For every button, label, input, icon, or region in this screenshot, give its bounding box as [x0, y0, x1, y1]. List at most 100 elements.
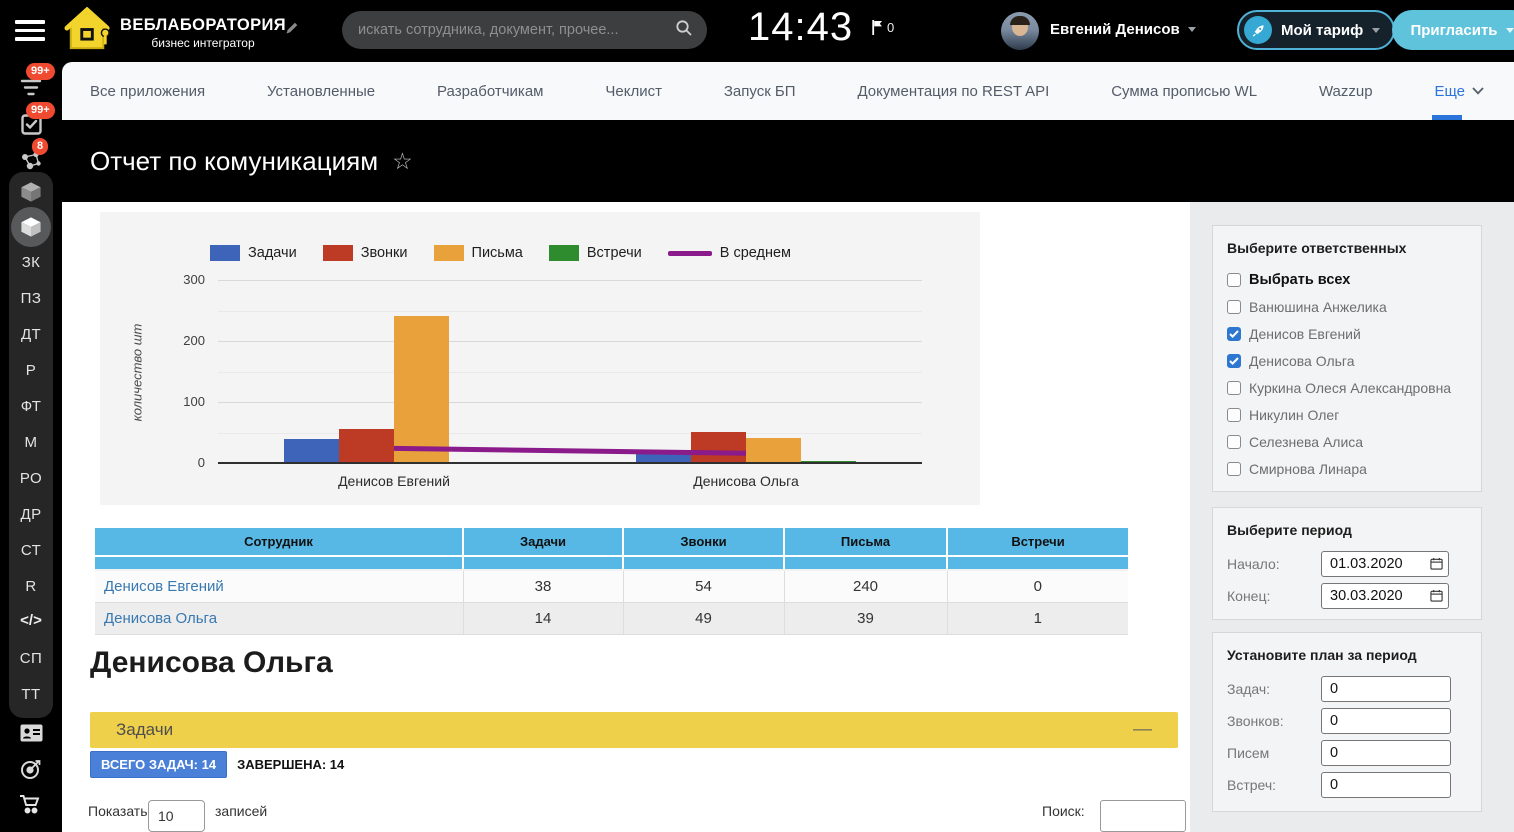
nav-item[interactable]: Wazzup	[1319, 83, 1373, 100]
search-input[interactable]	[356, 21, 675, 39]
crm-network-icon[interactable]	[0, 150, 62, 172]
code-app-icon[interactable]: </>	[9, 612, 53, 629]
sidebar-app-item[interactable]: R	[9, 578, 53, 595]
field-label: Встреч:	[1227, 777, 1321, 793]
table-cell: 39	[784, 603, 947, 635]
employee-link[interactable]: Денисова Ольга	[104, 610, 217, 627]
sidebar-app-item[interactable]: СП	[9, 650, 53, 667]
responsible-row[interactable]: Куркина Олеся Александровна	[1227, 374, 1467, 401]
market-cube-icon[interactable]	[9, 180, 53, 204]
sidebar-app-item[interactable]: ДТ	[9, 326, 53, 343]
table-header-cell[interactable]: Сотрудник	[95, 528, 463, 556]
legend-swatch	[210, 245, 240, 261]
sidebar-app-item[interactable]: ЗК	[9, 254, 53, 271]
sidebar-app-item[interactable]: СТ	[9, 542, 53, 559]
tasks-accordion-header[interactable]: Задачи —	[90, 712, 1178, 748]
search-icon[interactable]	[675, 19, 693, 42]
plan-input[interactable]	[1321, 676, 1451, 702]
chart-bar	[394, 316, 449, 462]
company-logo[interactable]: ВЕБЛАБОРАТОРИЯ бизнес интегратор	[64, 7, 286, 58]
nav-item[interactable]: Разработчикам	[437, 83, 543, 100]
date-input[interactable]	[1321, 551, 1449, 577]
responsible-row[interactable]: Ванюшина Анжелика	[1227, 293, 1467, 320]
topbar: ВЕБЛАБОРАТОРИЯ бизнес интегратор 14:43 0	[0, 0, 1514, 62]
plan-input[interactable]	[1321, 772, 1451, 798]
invite-button-label: Пригласить	[1410, 22, 1497, 39]
avatar[interactable]	[1001, 12, 1039, 50]
table-cell: 38	[463, 570, 623, 603]
nav-item[interactable]: Запуск БП	[724, 83, 796, 100]
responsible-row[interactable]: Селезнева Алиса	[1227, 428, 1467, 455]
sidebar-app-item[interactable]: Р	[9, 362, 53, 379]
edit-pencil-icon[interactable]	[284, 20, 300, 41]
tariff-button[interactable]: Мой тариф	[1237, 10, 1395, 50]
responsible-row[interactable]: Смирнова Линара	[1227, 455, 1467, 482]
field-label: Звонков:	[1227, 713, 1321, 729]
live-feed-icon[interactable]	[0, 78, 62, 98]
date-input[interactable]	[1321, 583, 1449, 609]
clock-time: 14:43	[748, 5, 853, 50]
employee-link[interactable]: Денисов Евгений	[104, 578, 224, 595]
checkbox[interactable]	[1227, 408, 1241, 422]
nav-item[interactable]: Все приложения	[90, 83, 205, 100]
checkbox[interactable]	[1227, 354, 1241, 368]
main-content: ЗадачиЗвонкиПисьмаВстречиВ среднем колич…	[62, 202, 1190, 832]
hamburger-menu-icon[interactable]	[15, 20, 47, 42]
checkbox[interactable]	[1227, 381, 1241, 395]
page-size-select[interactable]: 10	[148, 800, 205, 832]
chart-bar	[746, 438, 801, 462]
nav-item[interactable]: Документация по REST API	[857, 83, 1049, 100]
responsible-row[interactable]: Денисова Ольга	[1227, 347, 1467, 374]
sidebar-app-item[interactable]: М	[9, 434, 53, 451]
sidebar-app-item[interactable]: ПЗ	[9, 290, 53, 307]
nav-item-more[interactable]: Еще	[1434, 62, 1484, 120]
table-header-cell[interactable]: Задачи	[463, 528, 623, 556]
responsible-row[interactable]: Денисов Евгений	[1227, 320, 1467, 347]
completed-tasks-badge: ЗАВЕРШЕНА: 14	[237, 757, 344, 772]
cart-icon[interactable]	[0, 794, 62, 815]
communications-chart: ЗадачиЗвонкиПисьмаВстречиВ среднем колич…	[100, 212, 980, 505]
table-cell: 14	[463, 603, 623, 635]
market-cube-icon-active[interactable]	[11, 207, 51, 247]
plan-input[interactable]	[1321, 740, 1451, 766]
checkbox[interactable]	[1227, 300, 1241, 314]
target-icon[interactable]	[0, 758, 62, 780]
nav-item[interactable]: Чеклист	[605, 83, 662, 100]
table-header-cell[interactable]: Письма	[784, 528, 947, 556]
sidebar-app-item[interactable]: ФТ	[9, 398, 53, 415]
responsible-row[interactable]: Никулин Олег	[1227, 401, 1467, 428]
checkbox[interactable]	[1227, 435, 1241, 449]
task-badges: ВСЕГО ЗАДАЧ: 14 ЗАВЕРШЕНА: 14	[90, 751, 344, 778]
sidebar-app-item[interactable]: ДР	[9, 506, 53, 523]
checkbox[interactable]	[1227, 273, 1241, 287]
select-all-row[interactable]: Выбрать всех	[1227, 266, 1467, 293]
checkbox[interactable]	[1227, 462, 1241, 476]
logo-subtitle: бизнес интегратор	[120, 36, 286, 50]
checkbox-label: Ванюшина Анжелика	[1249, 299, 1387, 315]
table-header-cell[interactable]: Встречи	[947, 528, 1128, 556]
collapse-icon[interactable]: —	[1133, 719, 1152, 741]
table-search-input[interactable]	[1100, 800, 1186, 832]
user-menu[interactable]: Евгений Денисов	[1050, 21, 1196, 38]
nav-item[interactable]: Установленные	[267, 83, 375, 100]
checkbox[interactable]	[1227, 327, 1241, 341]
plan-input[interactable]	[1321, 708, 1451, 734]
table-subheader-cell	[784, 556, 947, 570]
checkbox-label: Выбрать всех	[1249, 272, 1350, 288]
sidebar-app-item[interactable]: РО	[9, 470, 53, 487]
table-header-cell[interactable]: Звонки	[623, 528, 784, 556]
legend-swatch	[549, 245, 579, 261]
plan-box: Установите план за период Задач:Звонков:…	[1212, 632, 1482, 812]
checkbox-label: Никулин Олег	[1249, 407, 1339, 423]
contact-card-icon[interactable]	[0, 724, 62, 742]
nav-item[interactable]: Сумма прописью WL	[1111, 83, 1257, 100]
field-row: Начало:	[1227, 548, 1467, 580]
legend-swatch	[434, 245, 464, 261]
favorite-star-icon[interactable]: ☆	[392, 150, 413, 173]
notifications-flag[interactable]: 0	[872, 20, 894, 38]
y-tick-label: 0	[150, 455, 205, 470]
field-label: Начало:	[1227, 556, 1321, 572]
invite-button[interactable]: Пригласить	[1392, 10, 1514, 50]
user-name: Евгений Денисов	[1050, 21, 1180, 38]
sidebar-app-item[interactable]: ТТ	[9, 686, 53, 703]
